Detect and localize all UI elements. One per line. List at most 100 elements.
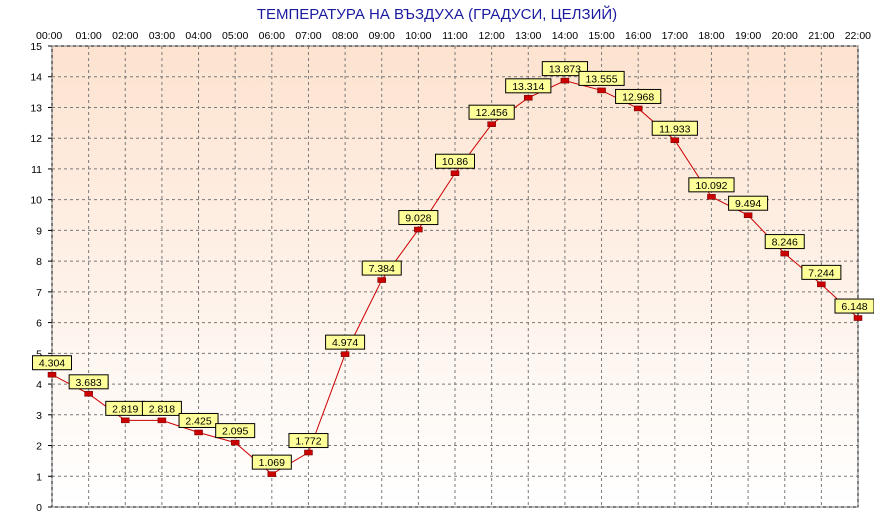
data-label-text: 12.456 <box>476 107 508 119</box>
data-label: 3.683 <box>68 374 109 390</box>
x-tick-label: 03:00 <box>149 30 175 42</box>
data-point <box>524 95 533 101</box>
data-label-box <box>615 88 662 104</box>
data-label: 8.246 <box>764 234 805 250</box>
data-label-box <box>764 234 805 250</box>
x-tick-label: 13:00 <box>515 30 541 42</box>
y-tick-label: 1 <box>36 471 42 483</box>
data-label-box <box>215 423 256 439</box>
data-point <box>414 226 423 233</box>
y-tick-label: 13 <box>30 102 42 114</box>
x-tick-label: 16:00 <box>625 30 651 42</box>
data-label: 1.772 <box>288 433 329 449</box>
data-label: 10.86 <box>435 153 475 169</box>
data-label-text: 4.304 <box>39 358 65 370</box>
data-point <box>487 121 496 127</box>
data-label-box <box>398 210 439 226</box>
data-label: 11.933 <box>651 120 698 136</box>
data-point <box>47 371 57 378</box>
x-tick-label: 02:00 <box>112 30 138 42</box>
data-label: 9.494 <box>728 195 769 211</box>
data-label: 1.069 <box>251 454 292 470</box>
data-label: 13.314 <box>505 78 552 94</box>
data-label-text: 2.095 <box>222 426 248 438</box>
chart-title: ТЕМПЕРАТУРА НА ВЪЗДУХА (ГРАДУСИ, ЦЕЛЗИЙ) <box>257 5 617 23</box>
data-label: 2.095 <box>215 423 256 439</box>
data-label-text: 10.092 <box>695 180 727 192</box>
data-label: 4.304 <box>32 355 72 371</box>
data-point <box>157 417 167 424</box>
data-point <box>597 87 606 94</box>
y-tick-label: 2 <box>36 441 42 453</box>
x-tick-label: 22:00 <box>845 30 871 42</box>
grid <box>51 45 859 508</box>
data-label: 12.456 <box>468 104 515 120</box>
data-label-text: 7.384 <box>369 263 395 275</box>
data-label-text: 13.873 <box>549 64 581 76</box>
data-point <box>267 471 277 477</box>
x-tick-label: 10:00 <box>405 30 431 42</box>
y-tick-label: 5 <box>36 348 42 360</box>
data-point <box>560 77 570 84</box>
data-label-box <box>32 355 72 371</box>
data-label-text: 9.028 <box>405 213 431 225</box>
data-point <box>340 351 350 357</box>
y-tick-label: 14 <box>30 72 42 84</box>
x-tick-label: 11:00 <box>442 30 468 42</box>
data-label-box <box>141 400 182 416</box>
y-tick-label: 8 <box>36 256 42 268</box>
data-label: 10.092 <box>688 177 735 193</box>
data-point <box>84 391 93 397</box>
data-label-text: 13.555 <box>585 73 617 85</box>
data-point <box>194 429 203 436</box>
data-label: 6.148 <box>834 298 874 314</box>
x-tick-label: 06:00 <box>259 30 285 42</box>
x-tick-label: 20:00 <box>772 30 798 42</box>
data-point <box>633 105 643 112</box>
data-label-box <box>651 120 698 136</box>
data-label-text: 3.683 <box>75 377 101 389</box>
data-label-text: 7.244 <box>808 267 834 279</box>
data-label-text: 1.069 <box>259 457 285 469</box>
x-tick-label: 09:00 <box>369 30 395 42</box>
data-label-box <box>178 412 219 428</box>
data-label-box <box>834 298 874 314</box>
x-tick-label: 19:00 <box>735 30 761 42</box>
data-label: 2.425 <box>178 412 219 428</box>
data-point <box>853 315 863 321</box>
data-label-text: 2.818 <box>149 403 175 415</box>
data-label: 2.819 <box>105 400 146 416</box>
data-point <box>450 170 460 176</box>
data-label: 9.028 <box>398 210 439 226</box>
data-label: 12.968 <box>615 88 662 104</box>
y-tick-label: 3 <box>36 410 42 422</box>
data-label-box <box>801 264 842 280</box>
y-tick-label: 10 <box>30 195 42 207</box>
y-tick-label: 15 <box>30 41 42 53</box>
data-label-box <box>251 454 292 470</box>
data-label-box <box>325 334 366 350</box>
y-tick-label: 11 <box>31 164 42 176</box>
data-label-box <box>728 195 769 211</box>
x-tick-label: 17:00 <box>662 30 688 42</box>
data-point <box>670 137 680 144</box>
x-tick-label: 15:00 <box>588 30 614 42</box>
data-label: 13.555 <box>578 70 625 86</box>
data-label: 13.873 <box>541 61 589 77</box>
data-label-text: 11.933 <box>659 123 690 135</box>
data-label-box <box>688 177 735 193</box>
data-label-text: 2.819 <box>112 403 138 415</box>
data-point <box>780 250 789 257</box>
data-label-text: 8.246 <box>772 237 798 249</box>
y-tick-label: 0 <box>36 502 42 514</box>
data-label-box <box>578 70 625 86</box>
x-tick-label: 08:00 <box>332 30 358 42</box>
data-label-box <box>288 433 329 449</box>
x-tick-label: 18:00 <box>698 30 724 42</box>
data-point <box>121 417 130 424</box>
data-label-box <box>435 153 475 169</box>
data-point <box>377 277 386 283</box>
data-label-text: 10.86 <box>442 156 468 168</box>
data-label-box <box>505 78 552 94</box>
data-label-text: 6.148 <box>841 301 867 313</box>
